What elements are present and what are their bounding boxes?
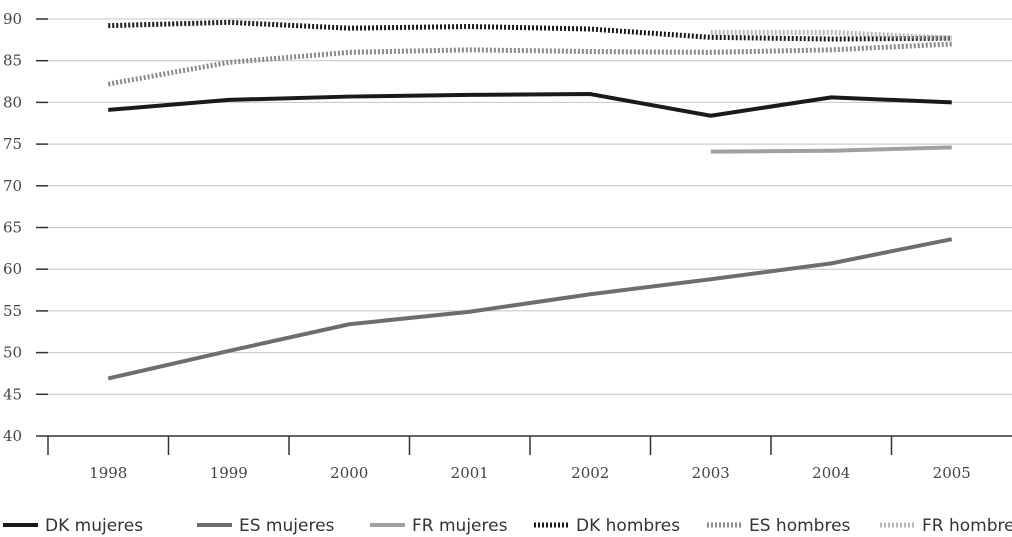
y-tick-label: 85 [3,52,22,70]
legend-item: ES mujeres [197,516,335,536]
x-tick-label: 2001 [451,464,489,482]
y-tick-label: 50 [3,344,22,362]
x-tick-label: 2004 [812,464,850,482]
legend-label: DK hombres [576,516,680,536]
y-axis-ticks: 40 45 50 55 60 65 70 75 80 85 90 [3,10,48,445]
y-tick-label: 90 [3,10,22,28]
series-line [107,41,952,87]
legend-item: ES hombres [707,516,851,536]
x-tick-label: 1999 [210,464,248,482]
series-dk-mujeres [108,92,952,118]
legend-label: DK mujeres [45,516,143,536]
legend-label: ES mujeres [239,516,335,536]
legend-label: FR hombres [922,516,1012,536]
y-tick-label: 45 [3,385,22,403]
series-fr-mujeres [710,145,952,154]
y-tick-label: 60 [3,260,22,278]
legend-item: FR hombres [880,516,1012,536]
y-tick-label: 40 [3,427,22,445]
y-tick-label: 55 [3,302,22,320]
series-line [108,92,952,118]
x-tick-label: 1998 [89,464,127,482]
y-tick-label: 70 [3,177,22,195]
legend-item: DK mujeres [3,516,143,536]
series-lines [107,19,953,381]
legend-item: DK hombres [534,516,680,536]
y-tick-label: 80 [3,93,22,111]
series-line [108,19,952,42]
series-dk-hombres [108,19,952,42]
series-es-mujeres [107,237,953,381]
series-line [710,29,952,41]
legend-label: FR mujeres [412,516,508,536]
series-line [107,237,953,381]
series-es-hombres [107,41,952,87]
y-tick-label: 75 [3,135,22,153]
x-tick-label: 2003 [692,464,730,482]
legend-label: ES hombres [749,516,851,536]
x-tick-label: 2000 [330,464,368,482]
series-fr-hombres [710,29,952,41]
x-tick-label: 2002 [571,464,609,482]
x-axis: 1998 1999 2000 2001 2002 2003 2004 2005 [47,435,1012,482]
x-tick-label: 2005 [933,464,971,482]
series-line [710,145,952,154]
legend: DK mujeres ES mujeres FR mujeres DK hombres… [3,516,1012,536]
gridlines [48,18,1012,395]
legend-item: FR mujeres [370,516,508,536]
y-tick-label: 65 [3,219,22,237]
